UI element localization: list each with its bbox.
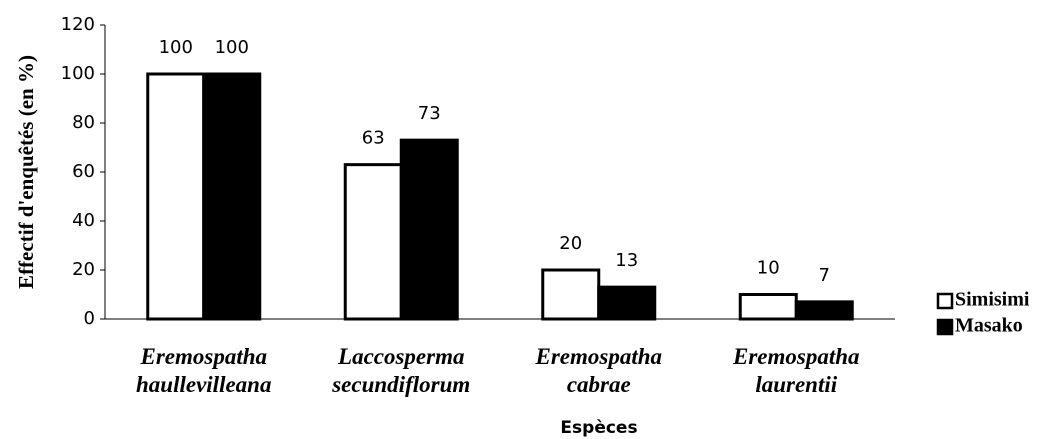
bar: [738, 293, 798, 321]
x-axis-title: Espèces: [560, 418, 637, 438]
bar: [541, 268, 601, 321]
bar: [597, 285, 657, 321]
y-tick-label: 40: [72, 210, 95, 231]
value-label: 100: [159, 37, 193, 58]
y-tick-label: 0: [84, 308, 95, 329]
value-label: 63: [362, 128, 385, 149]
x-tick-label: Eremospatha cabrae: [535, 344, 663, 397]
x-tick-label: Eremospatha laurentii: [732, 344, 860, 397]
bar: [146, 72, 206, 321]
value-label: 73: [418, 103, 441, 124]
y-axis-title: Effectif d'enquêtés (en %): [14, 55, 38, 289]
legend-swatch: [936, 292, 954, 310]
value-label: 100: [215, 37, 249, 58]
x-tick-label: Eremospatha haullevilleana: [136, 344, 272, 397]
legend-label: Simisimi: [955, 289, 1030, 311]
y-tick-label: 20: [72, 259, 95, 280]
value-label: 7: [819, 265, 830, 286]
x-tick-label: Laccosperma secundiflorum: [332, 344, 471, 397]
value-label: 20: [559, 233, 582, 254]
value-label: 10: [757, 258, 780, 279]
y-tick-label: 80: [72, 112, 95, 133]
bar: [399, 138, 459, 321]
legend-swatch: [936, 318, 954, 336]
bar: [202, 72, 262, 321]
y-tick-label: 60: [72, 161, 95, 182]
value-label: 13: [615, 250, 638, 271]
y-tick-label: 120: [61, 14, 95, 35]
bar: [794, 300, 854, 321]
bar: [343, 163, 403, 321]
legend-label: Masako: [955, 315, 1023, 337]
y-tick-label: 100: [61, 63, 95, 84]
